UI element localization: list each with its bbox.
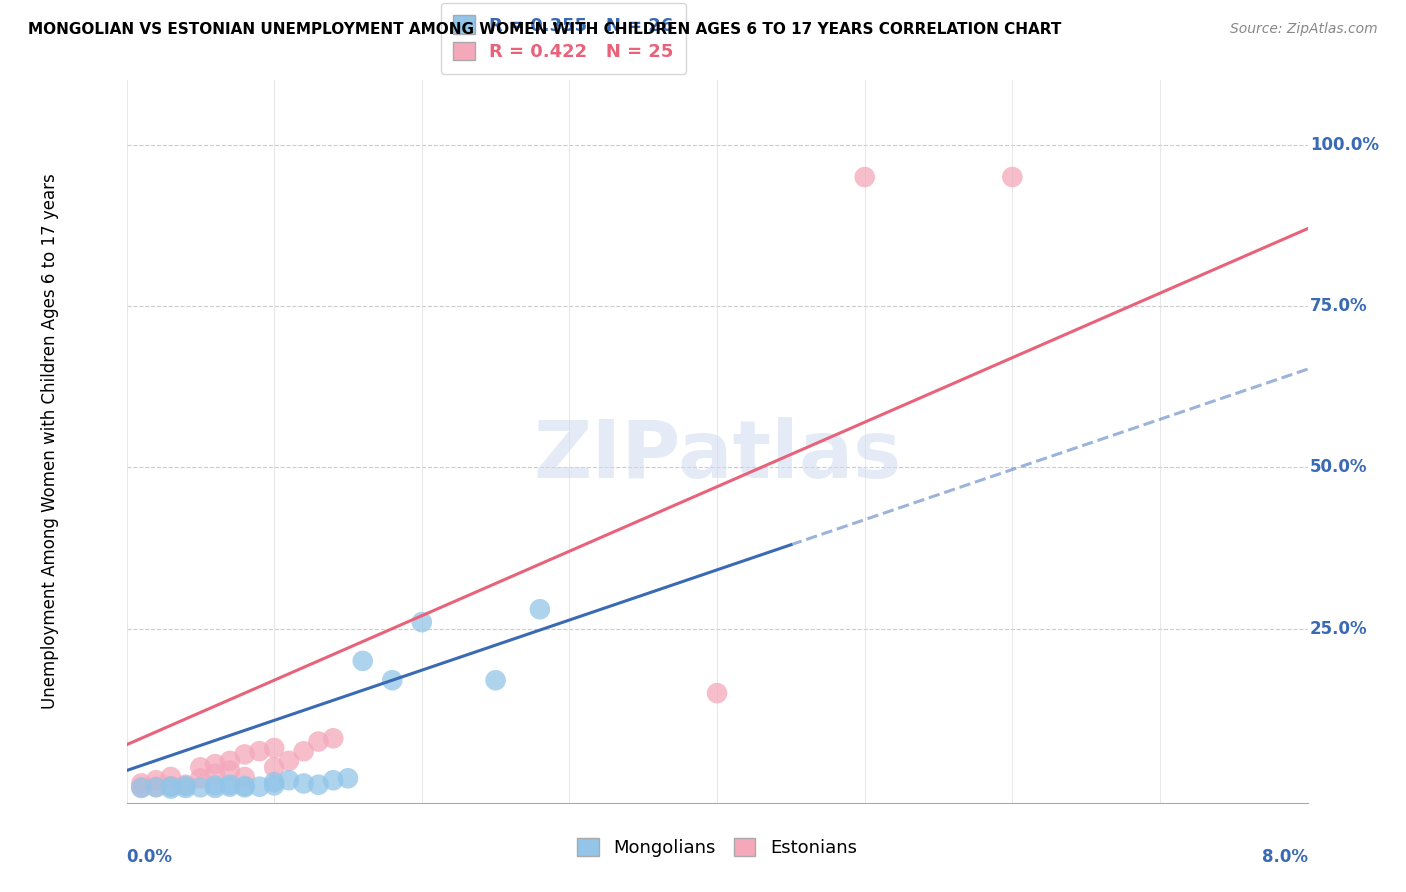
Point — [249, 744, 271, 758]
Point — [145, 780, 167, 795]
Point — [219, 754, 242, 768]
Point — [174, 778, 197, 792]
Point — [204, 757, 226, 772]
Point — [307, 778, 329, 792]
Text: 0.0%: 0.0% — [127, 848, 173, 866]
Point — [129, 780, 153, 795]
Point — [188, 780, 212, 795]
Point — [249, 780, 271, 794]
Point — [233, 780, 256, 795]
Point — [160, 780, 183, 794]
Text: 75.0%: 75.0% — [1310, 297, 1368, 315]
Point — [292, 744, 315, 758]
Point — [322, 731, 344, 746]
Text: Unemployment Among Women with Children Ages 6 to 17 years: Unemployment Among Women with Children A… — [41, 174, 59, 709]
Point — [174, 779, 197, 793]
Point — [174, 780, 197, 795]
Point — [160, 770, 183, 784]
Text: ZIPatlas: ZIPatlas — [533, 417, 901, 495]
Text: MONGOLIAN VS ESTONIAN UNEMPLOYMENT AMONG WOMEN WITH CHILDREN AGES 6 TO 17 YEARS : MONGOLIAN VS ESTONIAN UNEMPLOYMENT AMONG… — [28, 22, 1062, 37]
Point — [263, 778, 285, 792]
Text: Source: ZipAtlas.com: Source: ZipAtlas.com — [1230, 22, 1378, 37]
Point — [129, 780, 153, 795]
Point — [381, 673, 404, 688]
Point — [322, 773, 344, 788]
Point — [411, 615, 433, 630]
Point — [145, 773, 167, 788]
Point — [233, 770, 256, 784]
Legend: Mongolians, Estonians: Mongolians, Estonians — [568, 829, 866, 866]
Point — [233, 747, 256, 762]
Point — [529, 602, 551, 616]
Point — [160, 779, 183, 793]
Point — [1001, 169, 1024, 184]
Point — [204, 780, 226, 795]
Point — [706, 686, 728, 700]
Point — [484, 673, 508, 688]
Point — [204, 766, 226, 780]
Text: 100.0%: 100.0% — [1310, 136, 1379, 153]
Point — [307, 734, 329, 748]
Point — [292, 776, 315, 790]
Point — [188, 760, 212, 774]
Point — [160, 781, 183, 796]
Point — [263, 741, 285, 756]
Point — [219, 764, 242, 778]
Point — [352, 654, 374, 668]
Point — [278, 754, 301, 768]
Text: 8.0%: 8.0% — [1261, 848, 1308, 866]
Text: 25.0%: 25.0% — [1310, 620, 1368, 638]
Point — [233, 779, 256, 793]
Point — [263, 760, 285, 774]
Point — [219, 780, 242, 794]
Point — [145, 780, 167, 794]
Point — [263, 775, 285, 789]
Point — [204, 778, 226, 792]
Point — [129, 776, 153, 790]
Point — [337, 772, 360, 786]
Point — [853, 169, 876, 184]
Text: 50.0%: 50.0% — [1310, 458, 1368, 476]
Point — [219, 778, 242, 792]
Point — [278, 773, 301, 788]
Point — [188, 772, 212, 786]
